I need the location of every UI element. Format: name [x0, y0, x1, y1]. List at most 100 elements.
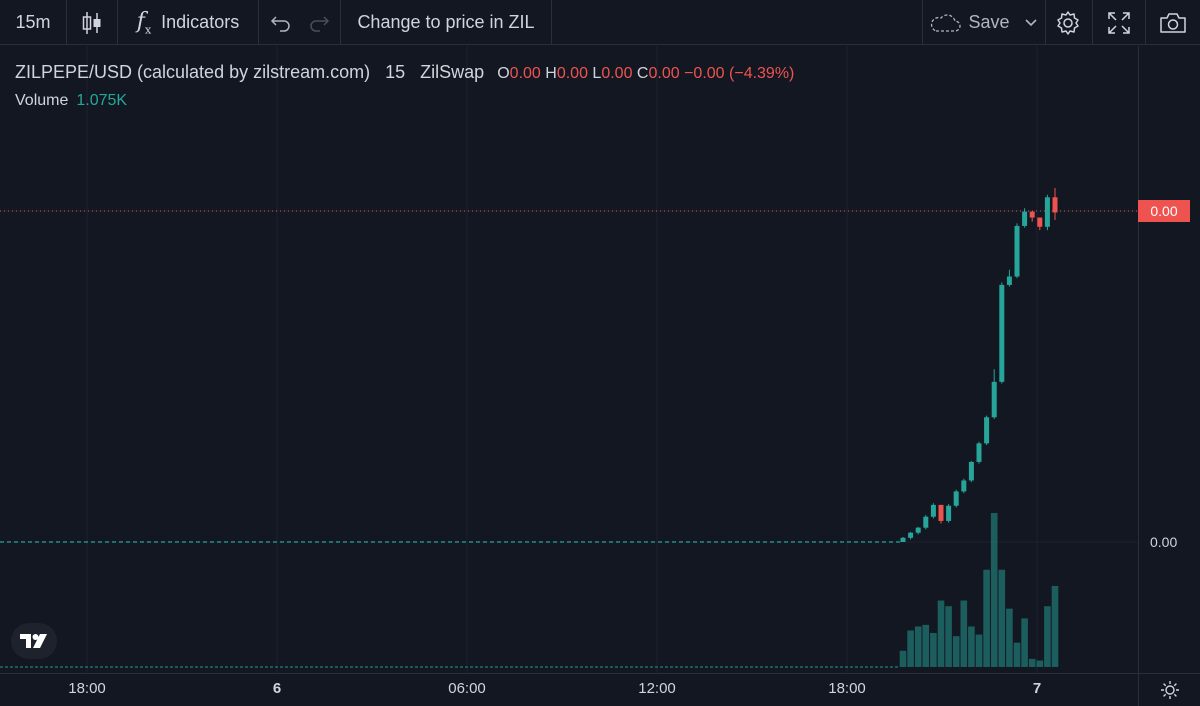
candle-body	[900, 537, 906, 542]
candle-body	[1044, 197, 1050, 227]
volume-bar	[968, 626, 975, 667]
camera-icon	[1160, 12, 1186, 33]
time-label: 06:00	[448, 680, 486, 697]
volume-bar	[998, 569, 1006, 667]
volume-bar	[983, 569, 990, 667]
chevron-down-icon	[1024, 18, 1037, 26]
time-axis[interactable]	[0, 673, 1138, 706]
fullscreen-icon	[1108, 11, 1130, 34]
low-key: L	[592, 65, 602, 82]
redo-icon	[310, 15, 330, 32]
volume-bar	[1021, 618, 1028, 667]
indicators-fx-icon: fx	[136, 8, 152, 37]
candle-body	[953, 491, 959, 506]
candle-body	[999, 284, 1005, 382]
open-key: O	[497, 65, 510, 82]
interval-button[interactable]: 15m	[0, 0, 66, 45]
close-key: C	[636, 65, 649, 82]
volume-bar	[945, 606, 952, 667]
high-value: 0.00	[556, 65, 588, 82]
volume-bar	[990, 513, 998, 667]
low-value: 0.00	[601, 65, 633, 82]
volume-bar	[1013, 642, 1021, 667]
chart-pane[interactable]	[0, 46, 1138, 673]
candle-body	[1029, 211, 1035, 218]
legend-interval: 15	[385, 62, 406, 82]
settings-button[interactable]	[1046, 0, 1090, 45]
change-to-price-in-zil-button[interactable]: Change to price in ZIL	[341, 0, 551, 45]
undo-icon	[270, 15, 290, 32]
volume-bar	[1028, 658, 1036, 667]
volume-bar	[1044, 606, 1051, 667]
volume-value: 1.075K	[76, 92, 128, 109]
volume-bar	[907, 630, 914, 667]
volume-bar	[975, 634, 983, 667]
chart-type-button[interactable]	[67, 0, 117, 45]
time-label: 18:00	[68, 680, 106, 697]
candle-body	[946, 505, 952, 521]
volume-bars	[899, 513, 1059, 667]
axis-settings-corner[interactable]	[1138, 673, 1200, 706]
candle-body	[938, 504, 944, 521]
symbol-legend: ZILPEPE/USD (calculated by zilstream.com…	[15, 62, 794, 83]
candles	[900, 188, 1058, 542]
candle-body	[1052, 197, 1058, 213]
change-percent: (−4.39%)	[729, 65, 795, 82]
candle-body	[976, 443, 982, 462]
volume-bar	[937, 600, 945, 667]
candle-body	[923, 516, 929, 528]
close-value: 0.00	[648, 65, 680, 82]
fullscreen-button[interactable]	[1093, 0, 1145, 45]
volume-bar	[899, 650, 907, 667]
cloud-icon	[931, 13, 962, 32]
candlestick-icon	[82, 11, 101, 34]
volume-bar	[1036, 660, 1044, 667]
top-toolbar: 15m fx Indicators	[0, 0, 1200, 45]
candle-body	[1006, 276, 1012, 285]
volume-bar	[930, 632, 937, 667]
save-label: Save	[968, 12, 1010, 32]
price-axis-label: 0.00	[1150, 534, 1178, 550]
candle-body	[930, 504, 936, 517]
undo-button[interactable]	[262, 0, 300, 45]
candle-body	[984, 417, 990, 444]
change-price-label: Change to price in ZIL	[357, 12, 535, 32]
time-label: 18:00	[828, 680, 866, 697]
change-value: −0.00	[684, 65, 725, 82]
candle-body	[908, 532, 914, 538]
volume-bar	[952, 636, 960, 667]
candle-body	[1022, 211, 1028, 226]
time-label: 12:00	[638, 680, 676, 697]
time-label-day: 7	[1032, 680, 1042, 697]
screenshot-button[interactable]	[1146, 0, 1200, 45]
price-axis[interactable]	[1138, 46, 1200, 673]
redo-button[interactable]	[300, 0, 338, 45]
volume-bar	[1006, 608, 1013, 667]
candle-body	[968, 461, 974, 481]
candle-body	[1037, 217, 1043, 227]
open-value: 0.00	[509, 65, 541, 82]
volume-bar	[922, 624, 930, 667]
indicators-button[interactable]: fx Indicators	[118, 0, 258, 45]
volume-bar	[1051, 585, 1059, 667]
volume-bar	[960, 600, 968, 667]
last-price-badge: 0.00	[1138, 200, 1190, 222]
indicators-label: Indicators	[161, 12, 240, 32]
candle-body	[991, 381, 997, 418]
tradingview-logo-icon	[20, 634, 47, 648]
time-label-day: 6	[272, 680, 282, 697]
volume-bar	[914, 626, 922, 667]
symbol-name[interactable]: ZILPEPE/USD (calculated by zilstream.com…	[15, 62, 371, 82]
candle-body	[1014, 225, 1020, 277]
grid-lines	[0, 46, 1138, 673]
sun-icon	[1160, 681, 1179, 699]
save-button[interactable]: Save	[923, 0, 1043, 45]
candle-body	[915, 527, 921, 533]
tradingview-logo[interactable]	[11, 623, 57, 659]
interval-label: 15m	[15, 12, 51, 32]
volume-label: Volume	[15, 92, 69, 109]
legend-exchange: ZilSwap	[420, 62, 485, 82]
volume-legend[interactable]: Volume 1.075K	[15, 92, 127, 110]
high-key: H	[545, 65, 557, 82]
